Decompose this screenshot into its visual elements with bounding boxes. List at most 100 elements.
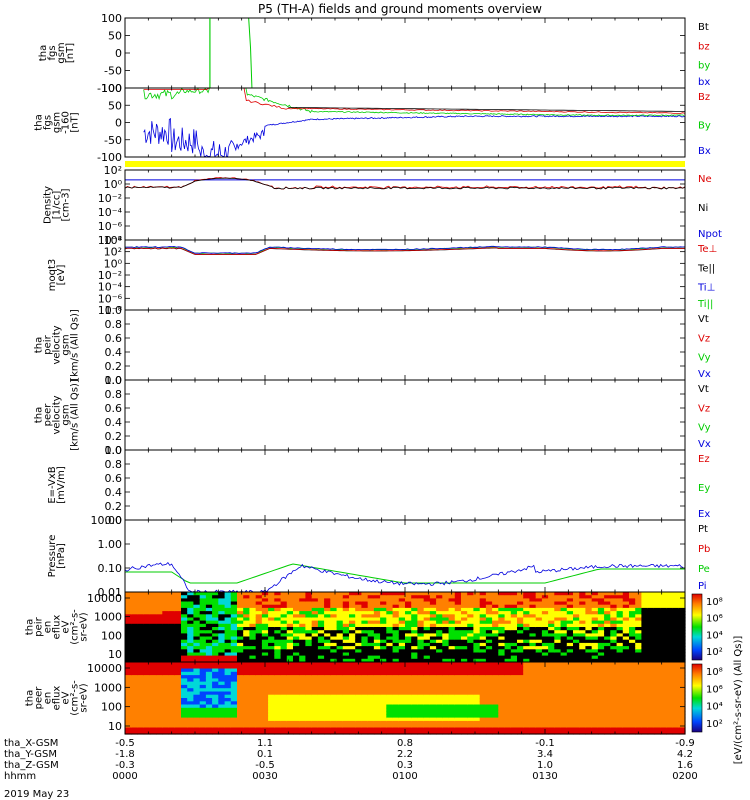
spectrogram-cell bbox=[523, 604, 530, 609]
spectrogram-cell bbox=[529, 595, 537, 599]
spectrogram-cell bbox=[660, 630, 667, 634]
spectrogram-cell bbox=[510, 668, 518, 673]
spectrogram-cell bbox=[548, 698, 555, 702]
spectrogram-cell bbox=[317, 711, 325, 715]
spectrogram-cell bbox=[156, 655, 163, 660]
spectrogram-cell bbox=[492, 668, 499, 673]
spectrogram-cell bbox=[361, 639, 369, 644]
spectrogram-cell bbox=[504, 684, 512, 689]
spectrogram-cell bbox=[317, 649, 325, 654]
spectrogram-cell bbox=[641, 604, 649, 609]
spectrogram-cell bbox=[317, 652, 325, 657]
spectrogram-cell bbox=[187, 607, 194, 612]
spectrogram-cell bbox=[635, 598, 642, 603]
spectrogram-cell bbox=[411, 714, 418, 719]
spectrogram-cell bbox=[342, 727, 350, 732]
spectrogram-cell bbox=[541, 646, 549, 650]
spectrogram-cell bbox=[317, 665, 325, 670]
spectrogram-cell bbox=[510, 675, 518, 679]
spectrogram-cell bbox=[461, 652, 468, 657]
spectrogram-cell bbox=[504, 592, 512, 596]
spectrogram-cell bbox=[317, 642, 325, 647]
spectrogram-cell bbox=[125, 592, 132, 596]
spectrogram-cell bbox=[398, 684, 406, 689]
spectrogram-cell bbox=[212, 665, 219, 670]
spectrogram-cell bbox=[473, 684, 481, 689]
spectrogram-cell bbox=[610, 730, 618, 735]
spectrogram-cell bbox=[510, 701, 518, 706]
spectrogram-cell bbox=[405, 627, 412, 631]
spectrogram-cell bbox=[541, 720, 549, 725]
spectrogram-cell bbox=[405, 727, 412, 732]
spectrogram-cell bbox=[293, 611, 300, 615]
spectrogram-cell bbox=[168, 598, 176, 603]
spectrogram-cell bbox=[386, 711, 394, 715]
spectrogram-cell bbox=[355, 694, 362, 699]
spectrogram-cell bbox=[386, 707, 394, 712]
spectrogram-cell bbox=[218, 646, 226, 650]
spectrogram-cell bbox=[579, 707, 586, 712]
spectrogram-cell bbox=[230, 730, 238, 735]
spectrogram-cell bbox=[193, 623, 201, 628]
spectrogram-cell bbox=[181, 711, 188, 715]
spectrogram-cell bbox=[218, 601, 226, 606]
spectrogram-cell bbox=[429, 655, 437, 660]
spectrogram-cell bbox=[174, 598, 182, 603]
spectrogram-cell bbox=[255, 592, 263, 596]
spectrogram-cell bbox=[517, 633, 524, 638]
spectrogram-cell bbox=[392, 684, 400, 689]
spectrogram-cell bbox=[635, 639, 642, 644]
spectrogram-cell bbox=[454, 724, 462, 729]
spectrogram-cell bbox=[473, 707, 481, 712]
spectrogram-cell bbox=[585, 662, 593, 666]
colorbar-tick-label: 10⁶ bbox=[706, 684, 723, 695]
spectrogram-cell bbox=[554, 662, 562, 666]
spectrogram-cell bbox=[436, 607, 443, 612]
spectrogram-cell bbox=[305, 698, 313, 702]
spectrogram-cell bbox=[591, 642, 599, 647]
spectrogram-cell bbox=[541, 601, 549, 606]
spectrogram-cell bbox=[162, 724, 170, 729]
spectrogram-cell bbox=[311, 604, 319, 609]
spectrogram-cell bbox=[299, 623, 306, 628]
spectrogram-cell bbox=[168, 701, 176, 706]
spectrogram-cell bbox=[554, 592, 562, 596]
spectrogram-cell bbox=[461, 642, 468, 647]
spectrogram-cell bbox=[299, 601, 306, 606]
spectrogram-cell bbox=[653, 607, 661, 612]
spectrogram-cell bbox=[622, 611, 630, 615]
spectrogram-cell bbox=[286, 592, 294, 596]
spectrogram-cell bbox=[187, 620, 194, 625]
spectrogram-cell bbox=[193, 636, 201, 641]
spectrogram-cell bbox=[380, 614, 387, 619]
spectrogram-cell bbox=[162, 701, 170, 706]
spectrogram-cell bbox=[361, 684, 369, 689]
spectrogram-cell bbox=[660, 688, 667, 693]
spectrogram-cell bbox=[436, 652, 443, 657]
spectrogram-cell bbox=[604, 668, 611, 673]
spectrogram-cell bbox=[573, 717, 580, 722]
spectrogram-cell bbox=[517, 623, 524, 628]
spectrogram-cell bbox=[554, 714, 562, 719]
spectrogram-cell bbox=[168, 694, 176, 699]
spectrogram-cell bbox=[461, 711, 468, 715]
spectrogram-cell bbox=[616, 646, 624, 650]
spectrogram-cell bbox=[162, 611, 170, 615]
spectrogram-cell bbox=[149, 595, 157, 599]
spectrogram-cell bbox=[255, 636, 263, 641]
spectrogram-cell bbox=[672, 694, 680, 699]
spectrogram-cell bbox=[610, 604, 618, 609]
spectrogram-cell bbox=[429, 601, 437, 606]
spectrogram-cell bbox=[174, 639, 182, 644]
spectrogram-cell bbox=[429, 642, 437, 647]
spectrogram-cell bbox=[610, 630, 618, 634]
spectrogram-cell bbox=[131, 620, 138, 625]
spectrogram-cell bbox=[286, 711, 294, 715]
spectrogram-cell bbox=[398, 623, 406, 628]
spectrogram-cell bbox=[324, 639, 331, 644]
spectrogram-cell bbox=[666, 730, 674, 735]
spectrogram-cell bbox=[392, 662, 400, 666]
spectrogram-cell bbox=[373, 688, 381, 693]
spectrogram-cell bbox=[311, 598, 319, 603]
spectrogram-cell bbox=[678, 652, 686, 657]
